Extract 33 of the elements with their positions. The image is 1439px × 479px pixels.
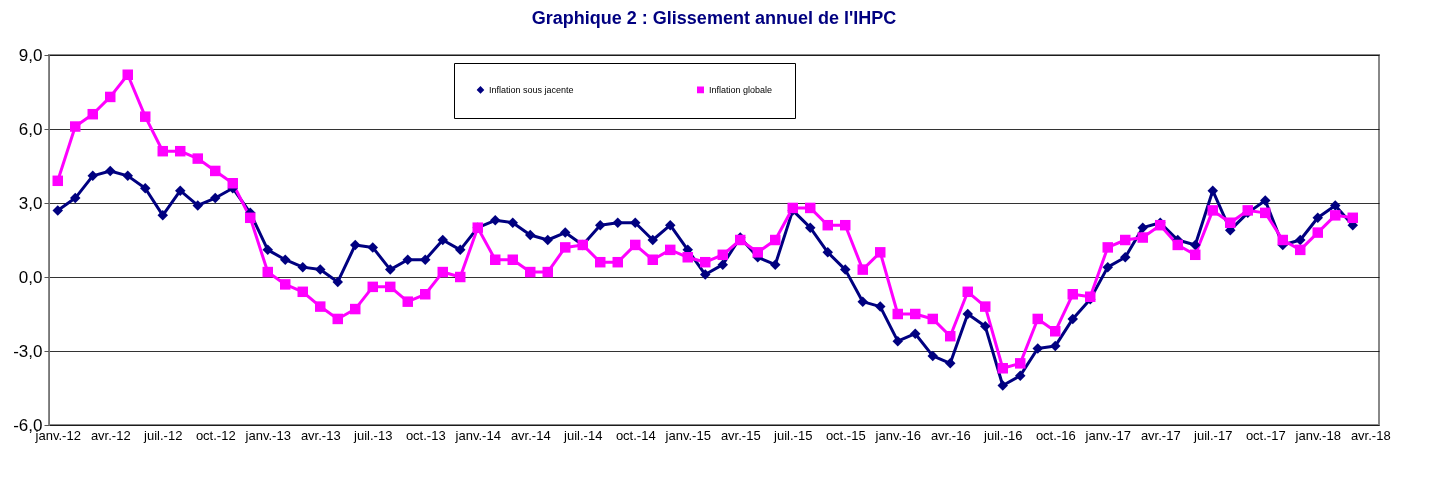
x-tick-label: janv.-14 [454,427,501,443]
x-tick-label: oct.-17 [1245,427,1286,443]
x-tick-label: oct.-14 [615,427,656,443]
x-tick-label: oct.-15 [825,427,866,443]
x-tick-label: juil.-13 [353,427,393,443]
x-tick-label: oct.-13 [405,427,446,443]
x-tick-label: juil.-16 [983,427,1023,443]
y-tick-label: 3,0 [18,193,43,213]
y-tick-label: 9,0 [18,45,43,65]
y-tick-label: 0,0 [18,267,43,287]
x-tick-label: juil.-14 [563,427,603,443]
x-tick-label: oct.-16 [1035,427,1076,443]
x-tick-label: janv.-16 [874,427,921,443]
x-tick-label: avr.-16 [930,427,971,443]
x-tick-label: juil.-15 [773,427,813,443]
x-tick-label: avr.-12 [90,427,131,443]
x-tick-label: janv.-15 [664,427,711,443]
y-tick-label: -3,0 [13,341,43,361]
x-tick-label: avr.-17 [1140,427,1181,443]
x-tick-label: avr.-15 [720,427,761,443]
x-tick-label: janv.-18 [1294,427,1341,443]
x-tick-label: juil.-17 [1193,427,1233,443]
x-tick-label: avr.-18 [1350,427,1391,443]
x-tick-label: janv.-17 [1084,427,1131,443]
y-tick-label: 6,0 [18,119,43,139]
x-tick-label: janv.-13 [244,427,291,443]
x-tick-label: avr.-14 [510,427,551,443]
legend-label: Inflation sous jacente [489,84,574,95]
x-tick-label: oct.-12 [195,427,236,443]
chart-title: Graphique 2 : Glissement annuel de l'IHPC [531,8,897,28]
x-tick-label: juil.-12 [143,427,183,443]
x-tick-label: avr.-13 [300,427,341,443]
legend-label: Inflation globale [709,84,773,95]
